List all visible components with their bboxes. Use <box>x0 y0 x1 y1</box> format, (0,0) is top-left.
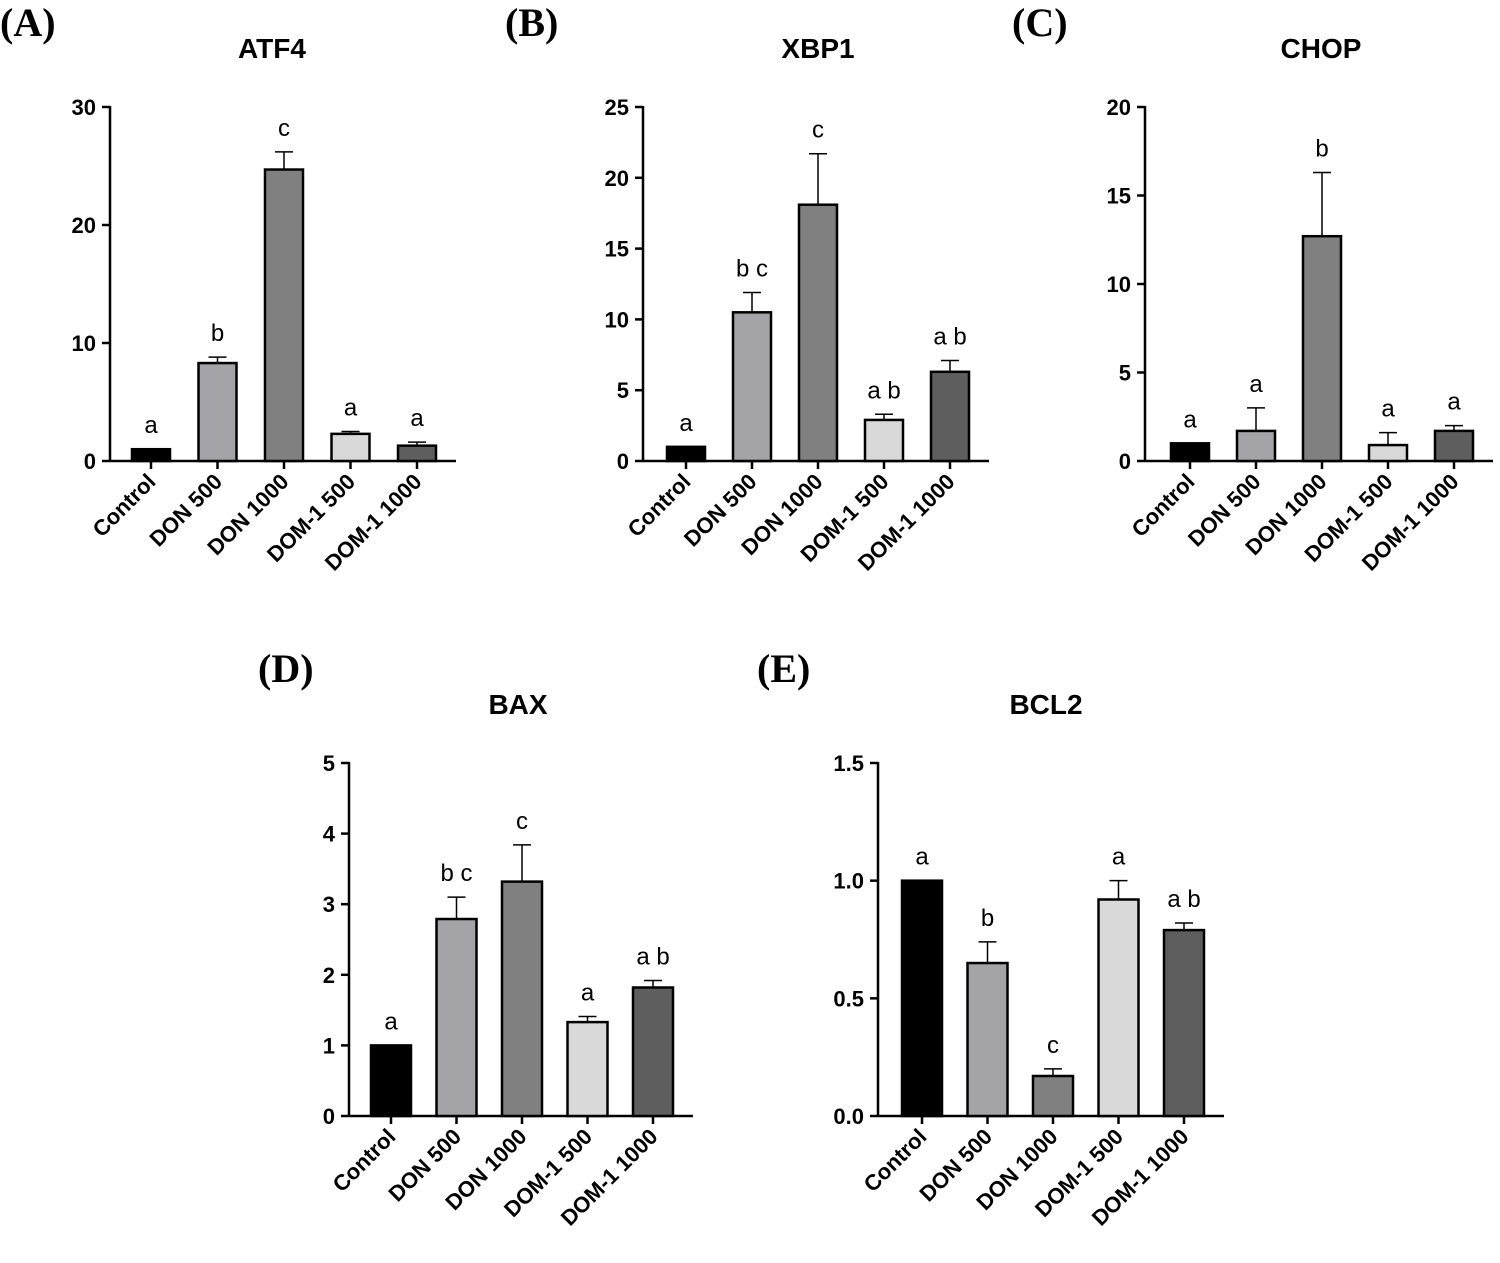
significance-label: a b <box>933 323 966 350</box>
significance-label: a <box>144 412 158 439</box>
bar-control <box>369 1044 413 1118</box>
bar-control <box>665 445 707 463</box>
significance-label: b <box>211 320 224 347</box>
y-tick-label: 0 <box>1119 449 1131 474</box>
significance-label: b c <box>736 255 768 282</box>
bar-control <box>130 447 172 463</box>
y-tick-label: 1.0 <box>833 869 864 894</box>
y-tick-label: 1 <box>323 1033 335 1058</box>
bar-don-1000 <box>263 168 305 463</box>
significance-label: a <box>915 844 929 871</box>
bar-don-500 <box>731 311 773 463</box>
chart-title: BCL2 <box>1009 689 1082 720</box>
bar-don-1000 <box>1301 234 1343 463</box>
chart-title: ATF4 <box>238 33 306 64</box>
significance-label: a <box>410 405 424 432</box>
significance-label: a <box>384 1008 398 1035</box>
y-tick-label: 4 <box>323 822 336 847</box>
chart-title: BAX <box>488 689 547 720</box>
bar-dom-1-1000 <box>1162 928 1206 1118</box>
y-tick-label: 30 <box>72 95 96 120</box>
significance-label: c <box>278 115 290 142</box>
bar-dom-1-500 <box>1367 443 1409 463</box>
bar-dom-1-1000 <box>929 370 971 463</box>
bar-dom-1-1000 <box>396 444 438 463</box>
bar-dom-1-1000 <box>631 986 675 1118</box>
bar-control <box>1169 442 1211 463</box>
panel-letter: (D) <box>258 646 314 691</box>
bar-don-1000 <box>500 880 544 1118</box>
y-tick-label: 1.5 <box>833 751 864 776</box>
bar-dom-1-500 <box>863 418 905 463</box>
significance-label: a <box>679 410 693 437</box>
y-tick-label: 5 <box>323 751 335 776</box>
y-tick-label: 0 <box>84 449 96 474</box>
y-tick-label: 0.0 <box>833 1104 864 1129</box>
significance-label: a <box>1447 389 1461 416</box>
bar-dom-1-500 <box>1097 898 1140 1118</box>
bar-don-1000 <box>797 203 839 463</box>
significance-label: b c <box>440 860 472 887</box>
y-tick-label: 25 <box>605 95 629 120</box>
bar-don-500 <box>197 361 238 463</box>
significance-label: b <box>1315 135 1328 162</box>
significance-label: c <box>1047 1032 1059 1059</box>
bar-don-500 <box>435 917 478 1118</box>
y-tick-label: 15 <box>1107 184 1131 209</box>
y-tick-label: 0 <box>617 449 629 474</box>
panel-letter: (B) <box>505 0 558 45</box>
significance-label: a <box>1183 406 1197 433</box>
bar-dom-1-500 <box>566 1020 609 1118</box>
significance-label: a <box>581 979 595 1006</box>
y-tick-label: 10 <box>72 331 96 356</box>
bar-don-1000 <box>1031 1074 1075 1118</box>
y-tick-label: 0 <box>323 1104 335 1129</box>
significance-label: b <box>981 905 994 932</box>
bar-control <box>900 879 944 1118</box>
bar-don-500 <box>1235 429 1277 463</box>
significance-label: a <box>344 395 358 422</box>
y-tick-label: 3 <box>323 892 335 917</box>
y-tick-label: 10 <box>1107 272 1131 297</box>
significance-label: c <box>812 117 824 144</box>
y-tick-label: 20 <box>72 213 96 238</box>
significance-label: a <box>1112 844 1126 871</box>
panel-letter: (C) <box>1012 0 1068 45</box>
chart-title: XBP1 <box>781 33 854 64</box>
bar-don-500 <box>966 961 1009 1118</box>
panel-letter: (E) <box>757 646 810 691</box>
y-tick-label: 5 <box>1119 361 1131 386</box>
significance-label: a b <box>1167 886 1200 913</box>
chart-title: CHOP <box>1281 33 1362 64</box>
significance-label: a b <box>636 943 669 970</box>
y-tick-label: 20 <box>1107 95 1131 120</box>
y-tick-label: 10 <box>605 307 629 332</box>
y-tick-label: 2 <box>323 963 335 988</box>
panel-letter: (A) <box>0 0 56 45</box>
bar-dom-1-500 <box>330 432 371 463</box>
y-tick-label: 20 <box>605 166 629 191</box>
y-tick-label: 0.5 <box>833 986 864 1011</box>
y-tick-label: 5 <box>617 378 629 403</box>
significance-label: a b <box>867 377 900 404</box>
y-tick-label: 15 <box>605 237 629 262</box>
significance-label: a <box>1381 396 1395 423</box>
significance-label: a <box>1249 371 1263 398</box>
bar-dom-1-1000 <box>1433 429 1475 463</box>
significance-label: c <box>516 808 528 835</box>
